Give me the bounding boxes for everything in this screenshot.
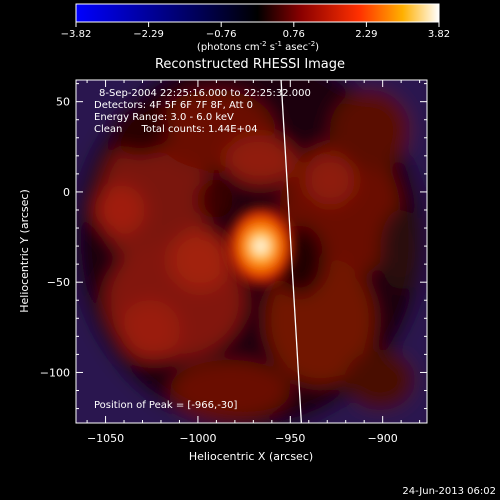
colorbar-tick-label: 3.82 bbox=[428, 29, 450, 40]
y-tick-label: 0 bbox=[63, 186, 70, 199]
colorbar-ticks: −3.82 −2.29 −0.76 0.76 2.29 3.82 bbox=[61, 22, 450, 40]
chart-title: Reconstructed RHESSI Image bbox=[155, 57, 345, 72]
annotation-time-range: 8-Sep-2004 22:25:16.000 to 22:25:32.000 bbox=[99, 88, 311, 99]
y-tick-label: −50 bbox=[47, 276, 70, 289]
plot-frame bbox=[75, 79, 428, 424]
y-axis-ticks: 50 0 −50 −100 bbox=[40, 83, 427, 410]
colorbar-tick-label: −3.82 bbox=[61, 29, 92, 40]
heatmap-image bbox=[76, 80, 427, 423]
peak-core bbox=[254, 239, 267, 254]
x-tick-label: −1000 bbox=[179, 432, 216, 445]
y-tick-label: −100 bbox=[40, 366, 70, 379]
annotation-energy-range: Energy Range: 3.0 - 6.0 keV bbox=[94, 112, 234, 123]
colorbar-tick-label: −0.76 bbox=[206, 29, 237, 40]
timestamp: 24-Jun-2013 06:02 bbox=[402, 486, 496, 497]
x-tick-label: −1050 bbox=[87, 432, 124, 445]
y-tick-label: 50 bbox=[56, 96, 70, 109]
x-axis-label: Heliocentric X (arcsec) bbox=[189, 450, 313, 463]
x-axis-ticks: −1050 −1000 −950 −900 bbox=[86, 80, 421, 445]
colorbar-tick-label: −2.29 bbox=[133, 29, 164, 40]
colorbar bbox=[75, 3, 440, 23]
x-tick-label: −900 bbox=[368, 432, 398, 445]
colorbar-tick-label: 0.76 bbox=[283, 29, 305, 40]
peak-source bbox=[228, 208, 293, 285]
y-axis-label: Heliocentric Y (arcsec) bbox=[18, 189, 31, 313]
colorbar-unit-label: (photons cm-2 s-1 asec-2) bbox=[197, 40, 319, 53]
annotation-clean-counts: Clean Total counts: 1.44E+04 bbox=[94, 124, 258, 135]
colorbar-tick-label: 2.29 bbox=[355, 29, 377, 40]
x-tick-label: −950 bbox=[275, 432, 305, 445]
solar-limb-line bbox=[280, 80, 303, 423]
peak-position-label: Position of Peak = [-966,-30] bbox=[94, 400, 238, 411]
annotation-detectors: Detectors: 4F 5F 6F 7F 8F, Att 0 bbox=[94, 100, 253, 111]
